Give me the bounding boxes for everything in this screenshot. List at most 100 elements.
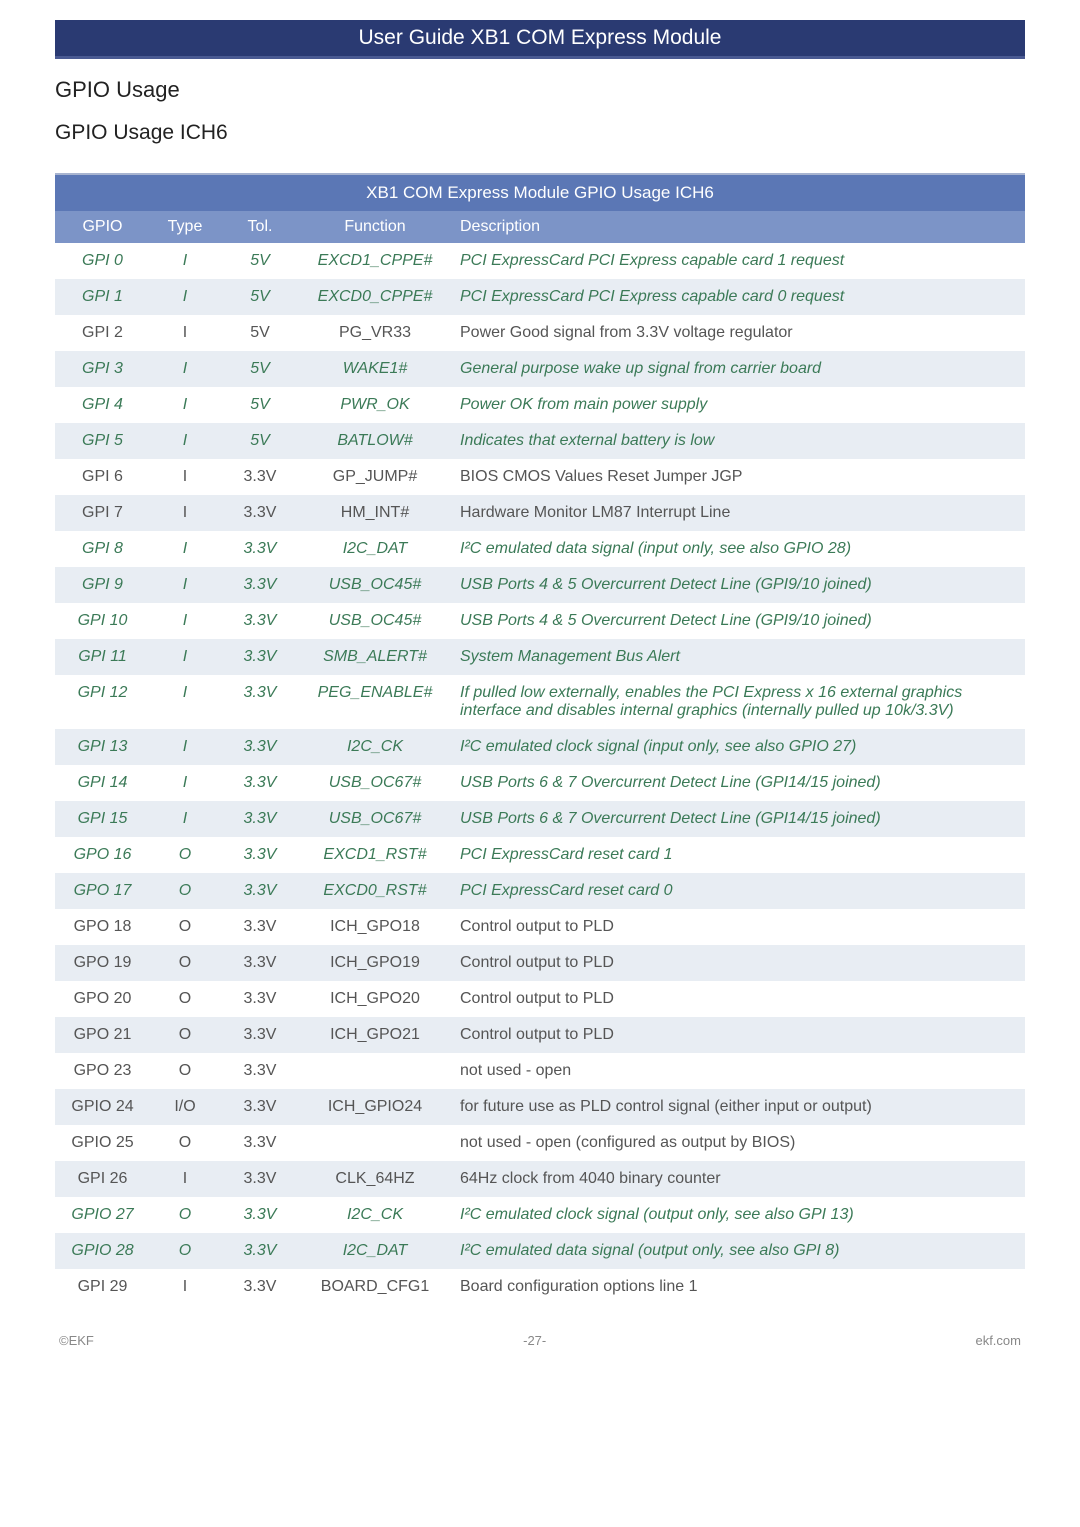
cell-func: GP_JUMP# xyxy=(300,459,450,495)
cell-tol: 3.3V xyxy=(220,1125,300,1161)
cell-desc: I²C emulated data signal (input only, se… xyxy=(450,531,1025,567)
table-row: GPI 6I3.3VGP_JUMP#BIOS CMOS Values Reset… xyxy=(55,459,1025,495)
cell-type: I xyxy=(150,459,220,495)
cell-type: I xyxy=(150,315,220,351)
cell-type: O xyxy=(150,1197,220,1233)
cell-desc: for future use as PLD control signal (ei… xyxy=(450,1089,1025,1125)
cell-tol: 3.3V xyxy=(220,909,300,945)
cell-desc: PCI ExpressCard reset card 1 xyxy=(450,837,1025,873)
cell-tol: 3.3V xyxy=(220,495,300,531)
cell-func: USB_OC67# xyxy=(300,801,450,837)
footer-right: ekf.com xyxy=(975,1333,1021,1348)
cell-desc: Control output to PLD xyxy=(450,1017,1025,1053)
table-row: GPI 8I3.3VI2C_DATI²C emulated data signa… xyxy=(55,531,1025,567)
cell-desc: Power OK from main power supply xyxy=(450,387,1025,423)
table-row: GPI 26I3.3VCLK_64HZ64Hz clock from 4040 … xyxy=(55,1161,1025,1197)
cell-gpio: GPI 26 xyxy=(55,1161,150,1197)
cell-gpio: GPIO 24 xyxy=(55,1089,150,1125)
table-row: GPI 5I5VBATLOW#Indicates that external b… xyxy=(55,423,1025,459)
cell-type: I xyxy=(150,765,220,801)
page: User Guide XB1 COM Express Module GPIO U… xyxy=(0,0,1080,1378)
cell-desc: General purpose wake up signal from carr… xyxy=(450,351,1025,387)
cell-func: I2C_CK xyxy=(300,729,450,765)
cell-gpio: GPO 20 xyxy=(55,981,150,1017)
cell-tol: 3.3V xyxy=(220,567,300,603)
cell-type: I xyxy=(150,1161,220,1197)
cell-gpio: GPI 4 xyxy=(55,387,150,423)
cell-gpio: GPI 0 xyxy=(55,243,150,279)
cell-func: BOARD_CFG1 xyxy=(300,1269,450,1305)
cell-gpio: GPI 3 xyxy=(55,351,150,387)
cell-type: O xyxy=(150,909,220,945)
cell-desc: Indicates that external battery is low xyxy=(450,423,1025,459)
cell-func: USB_OC45# xyxy=(300,567,450,603)
cell-tol: 3.3V xyxy=(220,603,300,639)
cell-tol: 3.3V xyxy=(220,837,300,873)
table-row: GPI 9I3.3VUSB_OC45#USB Ports 4 & 5 Overc… xyxy=(55,567,1025,603)
cell-desc: I²C emulated clock signal (output only, … xyxy=(450,1197,1025,1233)
cell-func: BATLOW# xyxy=(300,423,450,459)
cell-tol: 3.3V xyxy=(220,459,300,495)
cell-gpio: GPI 14 xyxy=(55,765,150,801)
cell-type: I xyxy=(150,495,220,531)
cell-type: O xyxy=(150,1053,220,1089)
cell-type: I xyxy=(150,387,220,423)
cell-desc: Hardware Monitor LM87 Interrupt Line xyxy=(450,495,1025,531)
col-header-gpio: GPIO xyxy=(55,211,150,243)
cell-func: ICH_GPO21 xyxy=(300,1017,450,1053)
cell-gpio: GPIO 28 xyxy=(55,1233,150,1269)
cell-func: EXCD1_RST# xyxy=(300,837,450,873)
cell-tol: 3.3V xyxy=(220,1197,300,1233)
cell-type: I xyxy=(150,603,220,639)
document-title-bar: User Guide XB1 COM Express Module xyxy=(55,20,1025,59)
table-row: GPIO 27O3.3VI2C_CKI²C emulated clock sig… xyxy=(55,1197,1025,1233)
cell-func: I2C_DAT xyxy=(300,531,450,567)
footer-center: -27- xyxy=(523,1333,546,1348)
cell-func: WAKE1# xyxy=(300,351,450,387)
cell-func: I2C_CK xyxy=(300,1197,450,1233)
cell-type: I xyxy=(150,729,220,765)
cell-func: HM_INT# xyxy=(300,495,450,531)
cell-gpio: GPO 23 xyxy=(55,1053,150,1089)
cell-tol: 5V xyxy=(220,279,300,315)
table-row: GPO 23O3.3Vnot used - open xyxy=(55,1053,1025,1089)
table-row: GPO 21O3.3VICH_GPO21Control output to PL… xyxy=(55,1017,1025,1053)
cell-type: I xyxy=(150,279,220,315)
cell-func: PEG_ENABLE# xyxy=(300,675,450,729)
cell-gpio: GPI 2 xyxy=(55,315,150,351)
cell-type: I xyxy=(150,639,220,675)
cell-gpio: GPI 13 xyxy=(55,729,150,765)
cell-gpio: GPI 29 xyxy=(55,1269,150,1305)
table-row: GPI 29I3.3VBOARD_CFG1Board configuration… xyxy=(55,1269,1025,1305)
cell-desc: If pulled low externally, enables the PC… xyxy=(450,675,1025,729)
cell-tol: 3.3V xyxy=(220,1017,300,1053)
cell-tol: 5V xyxy=(220,387,300,423)
cell-func: USB_OC45# xyxy=(300,603,450,639)
cell-gpio: GPI 10 xyxy=(55,603,150,639)
cell-tol: 3.3V xyxy=(220,1269,300,1305)
cell-type: I/O xyxy=(150,1089,220,1125)
cell-gpio: GPO 19 xyxy=(55,945,150,981)
cell-desc: Board configuration options line 1 xyxy=(450,1269,1025,1305)
cell-func: PG_VR33 xyxy=(300,315,450,351)
cell-tol: 3.3V xyxy=(220,765,300,801)
cell-desc: I²C emulated data signal (output only, s… xyxy=(450,1233,1025,1269)
table-row: GPO 20O3.3VICH_GPO20Control output to PL… xyxy=(55,981,1025,1017)
cell-func xyxy=(300,1125,450,1161)
cell-func xyxy=(300,1053,450,1089)
table-row: GPO 17O3.3VEXCD0_RST#PCI ExpressCard res… xyxy=(55,873,1025,909)
table-row: GPI 11I3.3VSMB_ALERT#System Management B… xyxy=(55,639,1025,675)
table-row: GPO 16O3.3VEXCD1_RST#PCI ExpressCard res… xyxy=(55,837,1025,873)
cell-type: I xyxy=(150,531,220,567)
cell-tol: 5V xyxy=(220,315,300,351)
cell-desc: PCI ExpressCard PCI Express capable card… xyxy=(450,279,1025,315)
cell-tol: 3.3V xyxy=(220,981,300,1017)
cell-desc: Power Good signal from 3.3V voltage regu… xyxy=(450,315,1025,351)
cell-tol: 3.3V xyxy=(220,531,300,567)
cell-func: PWR_OK xyxy=(300,387,450,423)
table-row: GPIO 25O3.3Vnot used - open (configured … xyxy=(55,1125,1025,1161)
cell-desc: USB Ports 4 & 5 Overcurrent Detect Line … xyxy=(450,603,1025,639)
cell-func: I2C_DAT xyxy=(300,1233,450,1269)
cell-type: O xyxy=(150,945,220,981)
table-row: GPI 12I3.3VPEG_ENABLE#If pulled low exte… xyxy=(55,675,1025,729)
